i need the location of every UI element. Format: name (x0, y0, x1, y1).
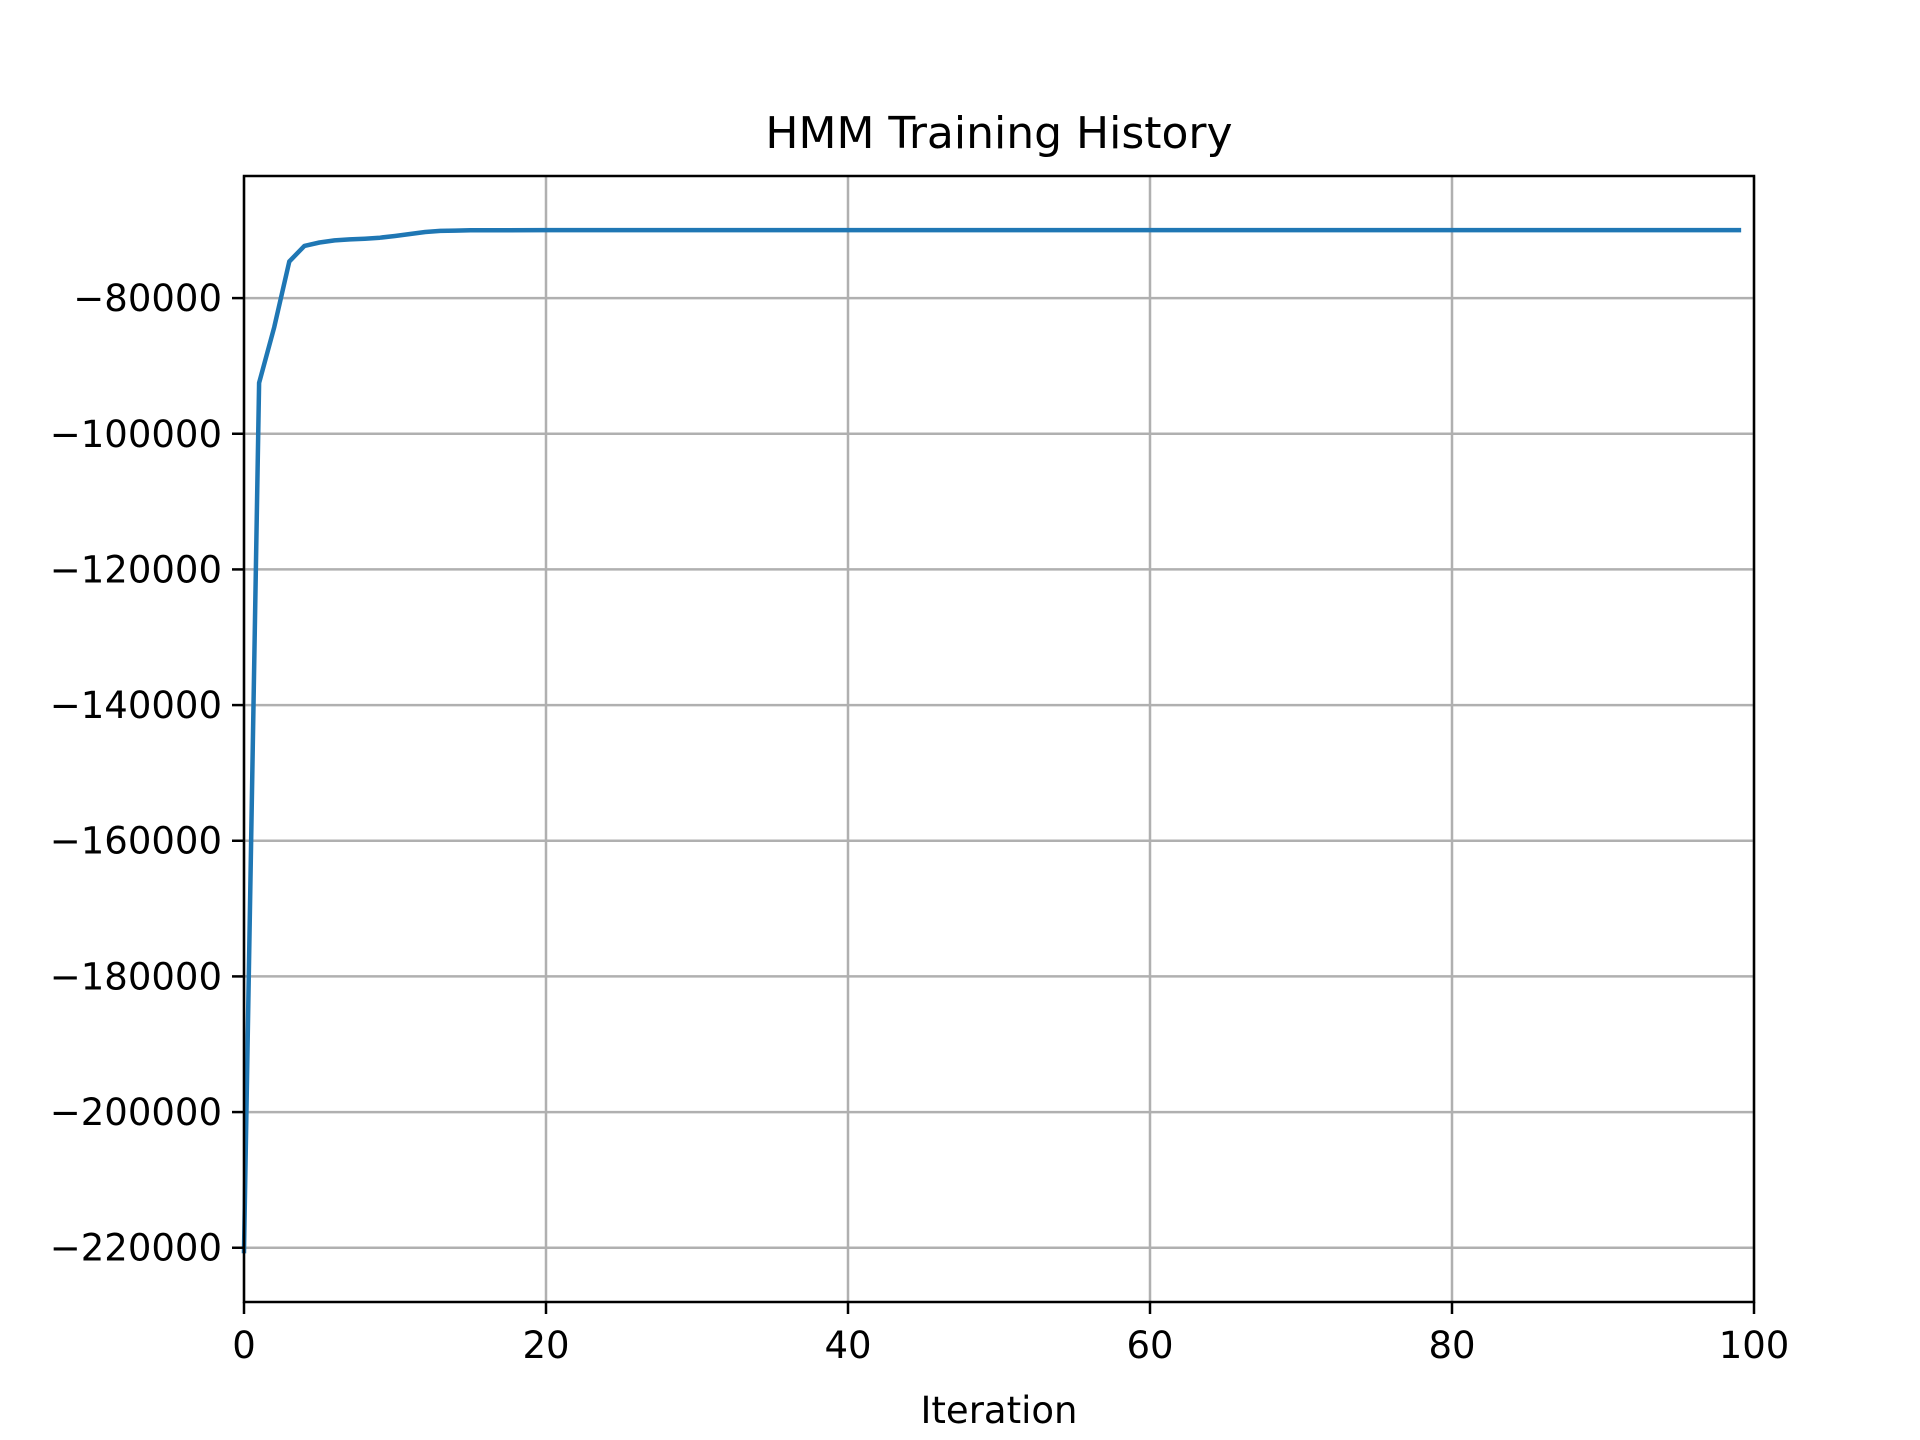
y-tick-label: −160000 (50, 820, 222, 863)
y-tick-label: −180000 (50, 955, 222, 998)
series-line-0 (241, 227, 1742, 1254)
y-tick-label: −100000 (50, 413, 222, 456)
x-tick-label: 0 (232, 1324, 256, 1367)
y-tick-label: −200000 (50, 1091, 222, 1134)
x-tick-label: 20 (522, 1324, 569, 1367)
x-tick-label: 60 (1126, 1324, 1173, 1367)
series-group (241, 227, 1742, 1254)
x-axis-label: Iteration (921, 1389, 1078, 1432)
x-tick-label: 80 (1428, 1324, 1475, 1367)
chart-title: HMM Training History (765, 108, 1232, 159)
axis-ticks: 0 20 40 60 80 100 −80000 −100000 −120000 −140000 −… (50, 277, 1790, 1367)
y-tick-label: −220000 (50, 1227, 222, 1270)
y-tick-label: −140000 (50, 684, 222, 727)
y-tick-label: −80000 (73, 277, 222, 320)
plot-frame (242, 174, 1756, 1304)
x-tick-label: 40 (824, 1324, 871, 1367)
y-tick-label: −120000 (50, 548, 222, 591)
x-tick-label: 100 (1719, 1324, 1790, 1367)
